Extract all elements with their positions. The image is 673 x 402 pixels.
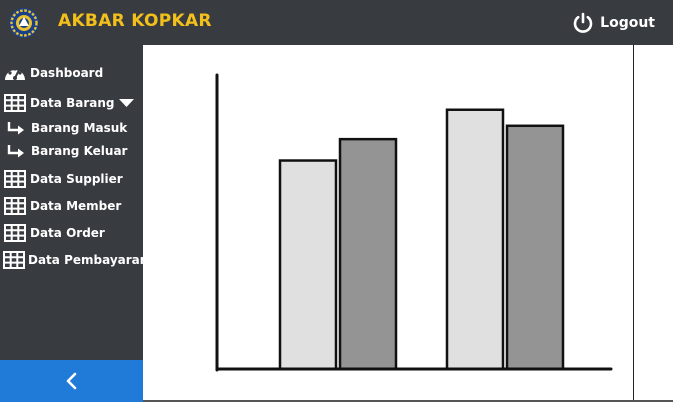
logout-button[interactable]: Logout — [572, 10, 655, 36]
sidebar-item-data-supplier[interactable]: Data Supplier — [0, 167, 143, 191]
dashboard-icon — [3, 63, 27, 83]
app-title: AKBAR KOPKAR — [58, 11, 212, 31]
logout-label: Logout — [600, 15, 655, 31]
bar-chart — [215, 73, 613, 372]
sidebar-item-data-member[interactable]: Data Member — [0, 194, 143, 218]
grid-icon — [3, 93, 27, 113]
bottom-border — [143, 400, 673, 402]
sidebar-item-data-pembayaran[interactable]: Data Pembayaran — [0, 248, 148, 272]
bar-series-2-group-1 — [338, 137, 398, 371]
chevron-down-icon[interactable] — [119, 98, 134, 108]
arrow-right-icon — [6, 141, 26, 161]
arrow-right-icon — [6, 118, 26, 138]
grid-icon — [3, 250, 25, 270]
grid-icon — [3, 196, 27, 216]
sidebar-item-barang-masuk[interactable]: Barang Masuk — [0, 116, 143, 140]
bar-series-1-group-2 — [445, 108, 505, 371]
sidebar-item-label: Data Barang — [30, 96, 115, 110]
sidebar-item-data-order[interactable]: Data Order — [0, 221, 143, 245]
sidebar-item-data-barang[interactable]: Data Barang — [0, 91, 143, 115]
sidebar-item-label: Barang Masuk — [31, 121, 128, 135]
content-border — [633, 45, 634, 402]
sidebar-collapse-button[interactable] — [0, 360, 143, 402]
bar-series-2-group-2 — [505, 124, 565, 371]
grid-icon — [3, 169, 27, 189]
bar-series-1-group-1 — [278, 159, 338, 371]
power-icon — [573, 12, 593, 33]
sidebar-item-barang-keluar[interactable]: Barang Keluar — [0, 139, 143, 163]
sidebar-item-label: Barang Keluar — [31, 144, 128, 158]
sidebar-item-label: Data Supplier — [30, 172, 123, 186]
sidebar: Dashboard Data Barang Barang Masuk Baran… — [0, 45, 148, 402]
sidebar-item-dashboard[interactable]: Dashboard — [0, 61, 143, 85]
grid-icon — [3, 223, 27, 243]
sidebar-item-label: Dashboard — [30, 66, 104, 80]
main-content — [143, 45, 673, 402]
logo-icon — [9, 8, 39, 38]
sidebar-item-label: Data Order — [30, 226, 105, 240]
top-bar: AKBAR KOPKAR Logout — [0, 0, 673, 45]
sidebar-item-label: Data Pembayaran — [28, 253, 149, 267]
sidebar-item-label: Data Member — [30, 199, 122, 213]
chevron-left-icon — [66, 372, 76, 390]
